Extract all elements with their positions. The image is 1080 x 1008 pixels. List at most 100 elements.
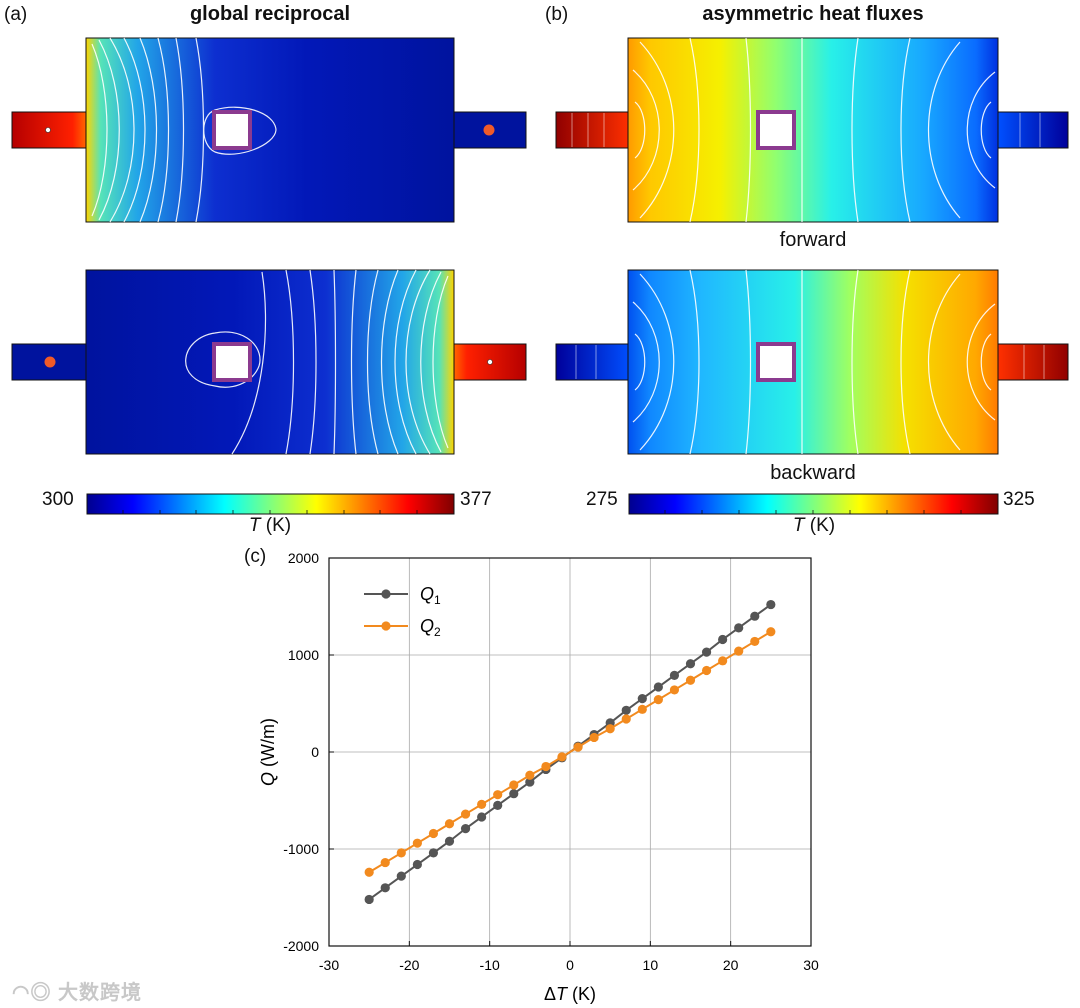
data-point — [653, 695, 663, 705]
panel-b-title: asymmetric heat fluxes — [702, 3, 924, 25]
data-point — [444, 836, 455, 846]
data-point — [637, 704, 647, 714]
series-layer — [364, 599, 776, 905]
data-point — [412, 838, 422, 848]
y-tick-label: 2000 — [288, 550, 319, 566]
y-axis-label: Q (W/m) — [258, 718, 278, 786]
data-point — [460, 809, 471, 819]
panel-a-title: global reciprocal — [189, 3, 351, 25]
data-point — [412, 859, 422, 870]
x-tick-label: -20 — [399, 957, 419, 973]
data-point — [718, 656, 728, 666]
data-point — [493, 800, 503, 810]
source-dot-icon — [44, 356, 56, 368]
panel-b-fields — [555, 37, 1069, 455]
panel-a-forward-map — [11, 37, 527, 223]
data-point — [509, 780, 519, 790]
data-point — [573, 742, 583, 752]
chart-grid — [329, 558, 811, 946]
x-tick-label: 20 — [723, 957, 739, 973]
caption-forward: forward — [779, 229, 847, 251]
data-point — [734, 623, 744, 633]
data-point — [396, 848, 406, 858]
colorbar-b — [628, 493, 999, 515]
obstacle-square-icon — [756, 110, 796, 150]
data-point — [444, 819, 455, 829]
x-tick-label: -10 — [480, 957, 500, 973]
data-point — [364, 867, 374, 877]
data-point — [637, 694, 647, 704]
watermark: ◠◎ 大数跨境 — [12, 982, 143, 1004]
data-point — [718, 634, 728, 645]
data-point — [380, 883, 390, 893]
x-tick-label: -30 — [319, 957, 339, 973]
y-tick-label: -1000 — [283, 841, 319, 857]
obstacle-square-icon — [212, 342, 252, 382]
colorbar-a-max: 377 — [460, 489, 492, 510]
y-tick-label: -2000 — [283, 938, 319, 954]
data-point — [428, 828, 439, 839]
data-point — [766, 627, 776, 637]
watermark-logo-icon: ◠◎ — [12, 982, 52, 1004]
panel-c-label: (c) — [244, 546, 267, 567]
data-point — [557, 752, 567, 762]
panel-b-forward-map — [555, 37, 1069, 223]
data-point — [460, 824, 471, 834]
caption-backward: backward — [770, 462, 856, 484]
colorbar-b-axis-label: T (K) — [792, 515, 836, 536]
data-point — [493, 790, 503, 800]
data-point — [525, 770, 535, 780]
data-point — [509, 789, 519, 799]
legend-label: Q1 — [420, 584, 441, 607]
data-point — [766, 599, 776, 610]
legend-marker — [381, 621, 391, 631]
data-point — [734, 646, 744, 656]
data-point — [477, 799, 487, 809]
data-point — [428, 848, 439, 858]
data-point — [653, 682, 663, 692]
data-point — [605, 724, 615, 734]
panel-a-fields — [11, 37, 527, 455]
data-point — [380, 857, 390, 868]
obstacle-square-icon — [756, 342, 796, 382]
x-tick-label: 30 — [803, 957, 819, 973]
colorbar-a-axis-label: T (K) — [248, 515, 292, 536]
data-point — [750, 636, 760, 647]
obstacle-square-icon — [212, 110, 252, 150]
x-axis-label: ΔT (K) — [544, 984, 596, 1004]
panel-b-label: (b) — [545, 4, 569, 25]
series-Q2 — [364, 627, 776, 877]
legend-label: Q2 — [420, 616, 441, 639]
panel-b-backward-map — [555, 269, 1069, 455]
data-point — [621, 705, 631, 715]
panel-a-backward-map — [11, 269, 527, 455]
y-axis: -2000 -1000 0 1000 2000 — [283, 550, 334, 954]
data-point — [669, 685, 680, 695]
data-point — [701, 665, 712, 676]
data-point — [589, 732, 599, 743]
y-tick-label: 1000 — [288, 647, 319, 663]
data-point — [525, 777, 535, 787]
data-point — [477, 812, 487, 822]
colorbar-b-min: 275 — [586, 489, 618, 510]
legend-marker — [381, 589, 391, 599]
data-point — [541, 761, 551, 772]
data-point — [685, 675, 696, 685]
data-point — [701, 647, 712, 657]
data-point — [621, 714, 631, 724]
data-point — [364, 894, 374, 905]
colorbar-a — [86, 493, 455, 515]
x-tick-label: 0 — [566, 957, 574, 973]
data-point — [685, 659, 696, 669]
data-point — [669, 670, 680, 680]
colorbar-b-max: 325 — [1003, 489, 1035, 510]
colorbar-a-min: 300 — [42, 489, 74, 510]
data-point — [750, 611, 760, 621]
x-tick-label: 10 — [643, 957, 659, 973]
x-axis: -30 -20 -10 0 10 20 30 — [319, 941, 819, 973]
panel-a-label: (a) — [4, 4, 28, 25]
y-tick-label: 0 — [311, 744, 319, 760]
data-point — [396, 871, 406, 881]
